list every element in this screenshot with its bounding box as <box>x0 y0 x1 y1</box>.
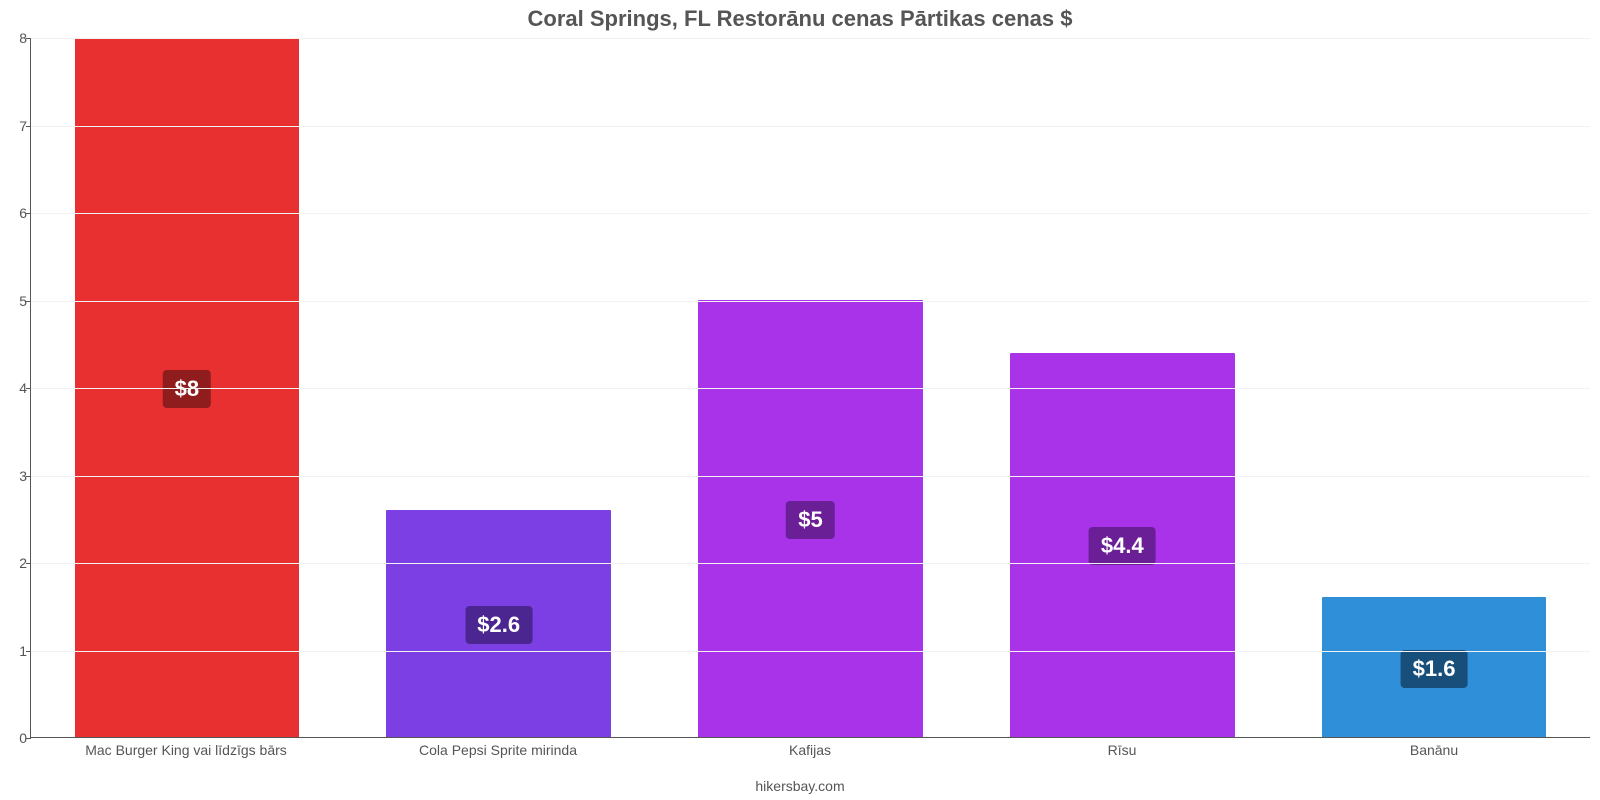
x-axis-label: Mac Burger King vai līdzīgs bārs <box>30 742 342 758</box>
bar-value-label: $1.6 <box>1401 650 1468 688</box>
x-axis-label: Rīsu <box>966 742 1278 758</box>
x-axis-labels: Mac Burger King vai līdzīgs bārsCola Pep… <box>30 742 1590 758</box>
ytick-label: 4 <box>9 380 27 396</box>
chart-title: Coral Springs, FL Restorānu cenas Pārtik… <box>0 6 1600 32</box>
ytick-label: 2 <box>9 555 27 571</box>
bar: $4.4 <box>1010 353 1234 737</box>
gridline <box>31 388 1590 389</box>
x-axis-label: Banānu <box>1278 742 1590 758</box>
x-axis-label: Kafijas <box>654 742 966 758</box>
gridline <box>31 476 1590 477</box>
gridline <box>31 38 1590 39</box>
gridline <box>31 301 1590 302</box>
attribution-text: hikersbay.com <box>0 778 1600 794</box>
bar: $1.6 <box>1322 597 1546 737</box>
ytick-label: 0 <box>9 730 27 746</box>
bar-value-label: $8 <box>163 370 211 408</box>
bar-value-label: $5 <box>786 501 834 539</box>
gridline <box>31 651 1590 652</box>
ytick-label: 6 <box>9 205 27 221</box>
bar-value-label: $2.6 <box>465 606 532 644</box>
ytick-label: 7 <box>9 118 27 134</box>
gridline <box>31 213 1590 214</box>
x-axis-label: Cola Pepsi Sprite mirinda <box>342 742 654 758</box>
bar: $5 <box>698 300 922 737</box>
plot-area: $8$2.6$5$4.4$1.6 012345678 <box>30 38 1590 738</box>
gridline <box>31 126 1590 127</box>
bar-value-label: $4.4 <box>1089 527 1156 565</box>
ytick-label: 3 <box>9 468 27 484</box>
ytick-label: 8 <box>9 30 27 46</box>
price-bar-chart: Coral Springs, FL Restorānu cenas Pārtik… <box>0 0 1600 800</box>
ytick-label: 5 <box>9 293 27 309</box>
gridline <box>31 563 1590 564</box>
bar: $2.6 <box>386 510 610 737</box>
ytick-label: 1 <box>9 643 27 659</box>
